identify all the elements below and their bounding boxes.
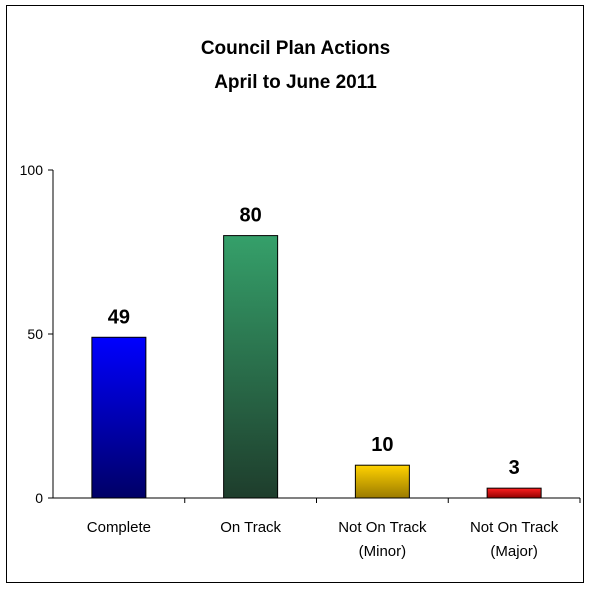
bar	[223, 235, 279, 499]
x-tick-label: On Track	[220, 519, 281, 536]
x-tick-label: Not On Track	[338, 519, 427, 536]
data-label: 49	[108, 306, 130, 328]
chart-subtitle: April to June 2011	[214, 72, 377, 93]
y-tick-label: 0	[35, 490, 43, 506]
bar	[486, 487, 542, 499]
data-label: 3	[509, 457, 520, 479]
x-tick-label: (Major)	[490, 543, 538, 560]
bar-layer	[91, 235, 542, 499]
data-label: 10	[371, 434, 393, 456]
label-layer: 49 Complete 80 On Track 10 Not On Track (Minor…	[87, 205, 559, 560]
data-label: 80	[240, 205, 262, 227]
x-tick-label: Not On Track	[470, 519, 559, 536]
y-tick-label: 100	[20, 162, 44, 178]
chart-title: Council Plan Actions	[200, 38, 391, 59]
x-tick-label: (Minor)	[359, 543, 407, 560]
x-tick-label: Complete	[87, 519, 151, 536]
bar	[91, 336, 147, 499]
bar	[354, 464, 410, 499]
y-tick-label: 50	[27, 326, 43, 342]
